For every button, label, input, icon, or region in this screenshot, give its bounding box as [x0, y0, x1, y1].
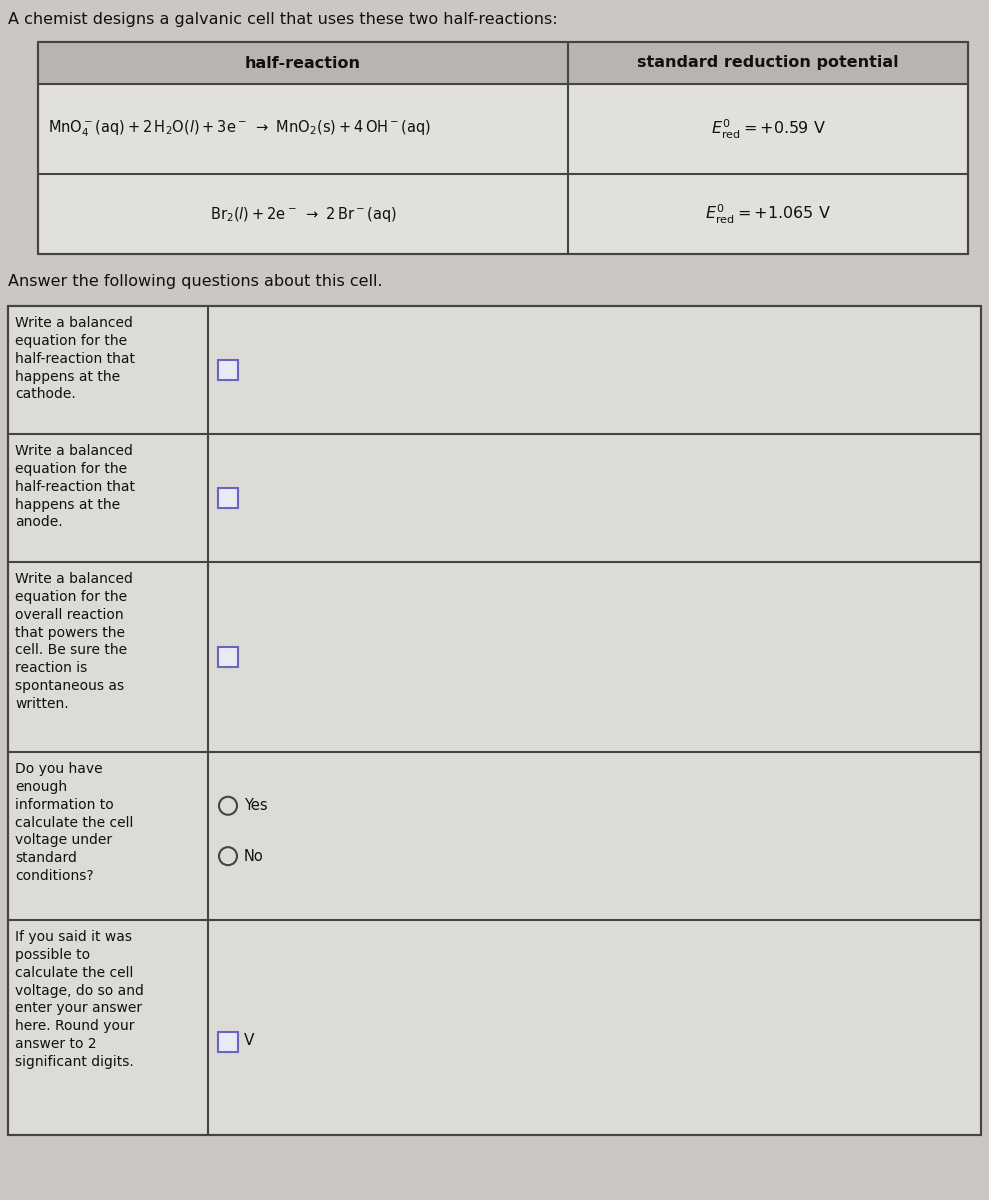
Text: Yes: Yes	[244, 798, 268, 814]
Bar	[218, 488, 238, 508]
Text: Write a balanced
equation for the
half-reaction that
happens at the
anode.: Write a balanced equation for the half-r…	[15, 444, 135, 529]
Bar	[8, 306, 981, 1135]
Text: No: No	[244, 848, 264, 864]
Text: A chemist designs a galvanic cell that uses these two half-reactions:: A chemist designs a galvanic cell that u…	[8, 12, 558, 26]
Bar	[218, 1032, 238, 1052]
Bar	[38, 42, 968, 84]
Text: $\mathsf{Br_2(\mathit{l})+2e^-\ \rightarrow\ 2\,Br^-(aq)}$: $\mathsf{Br_2(\mathit{l})+2e^-\ \rightar…	[210, 204, 397, 223]
Text: V: V	[244, 1033, 254, 1048]
Text: $E^{0}_{\mathrm{red}}{=}{+}0.59\ \mathrm{V}$: $E^{0}_{\mathrm{red}}{=}{+}0.59\ \mathrm…	[710, 118, 826, 140]
Text: standard reduction potential: standard reduction potential	[637, 55, 899, 71]
Text: If you said it was
possible to
calculate the cell
voltage, do so and
enter your : If you said it was possible to calculate…	[15, 930, 143, 1069]
Text: Answer the following questions about this cell.: Answer the following questions about thi…	[8, 274, 383, 289]
Text: $\mathsf{MnO_4^-(aq)+2\,H_2O(\mathit{l})+3e^-\ \rightarrow\ MnO_2(s)+4\,OH^-(aq): $\mathsf{MnO_4^-(aq)+2\,H_2O(\mathit{l})…	[48, 119, 431, 139]
Text: $E^{0}_{\mathrm{red}}{=}{+}1.065\ \mathrm{V}$: $E^{0}_{\mathrm{red}}{=}{+}1.065\ \mathr…	[705, 203, 831, 226]
Bar	[218, 647, 238, 667]
Bar	[218, 360, 238, 380]
Text: Write a balanced
equation for the
overall reaction
that powers the
cell. Be sure: Write a balanced equation for the overal…	[15, 572, 133, 710]
Bar	[38, 42, 968, 254]
Text: Do you have
enough
information to
calculate the cell
voltage under
standard
cond: Do you have enough information to calcul…	[15, 762, 134, 883]
Text: half-reaction: half-reaction	[245, 55, 361, 71]
Text: Write a balanced
equation for the
half-reaction that
happens at the
cathode.: Write a balanced equation for the half-r…	[15, 316, 135, 401]
